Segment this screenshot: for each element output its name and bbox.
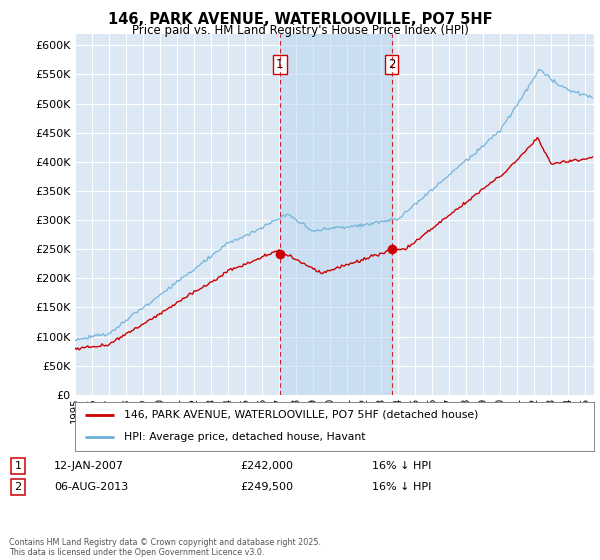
- Text: HPI: Average price, detached house, Havant: HPI: Average price, detached house, Hava…: [124, 432, 366, 442]
- Text: 2: 2: [14, 482, 22, 492]
- Text: Price paid vs. HM Land Registry's House Price Index (HPI): Price paid vs. HM Land Registry's House …: [131, 24, 469, 36]
- Text: 146, PARK AVENUE, WATERLOOVILLE, PO7 5HF (detached house): 146, PARK AVENUE, WATERLOOVILLE, PO7 5HF…: [124, 410, 479, 420]
- Text: 2: 2: [388, 58, 395, 71]
- Bar: [280, 34, 392, 395]
- Text: 1: 1: [276, 58, 284, 71]
- Text: 16% ↓ HPI: 16% ↓ HPI: [372, 482, 431, 492]
- Text: 06-AUG-2013: 06-AUG-2013: [54, 482, 128, 492]
- Text: £249,500: £249,500: [240, 482, 293, 492]
- Text: Contains HM Land Registry data © Crown copyright and database right 2025.
This d: Contains HM Land Registry data © Crown c…: [9, 538, 321, 557]
- Text: 146, PARK AVENUE, WATERLOOVILLE, PO7 5HF: 146, PARK AVENUE, WATERLOOVILLE, PO7 5HF: [107, 12, 493, 27]
- Text: £242,000: £242,000: [240, 461, 293, 471]
- Text: 1: 1: [14, 461, 22, 471]
- Text: 16% ↓ HPI: 16% ↓ HPI: [372, 461, 431, 471]
- Text: 12-JAN-2007: 12-JAN-2007: [54, 461, 124, 471]
